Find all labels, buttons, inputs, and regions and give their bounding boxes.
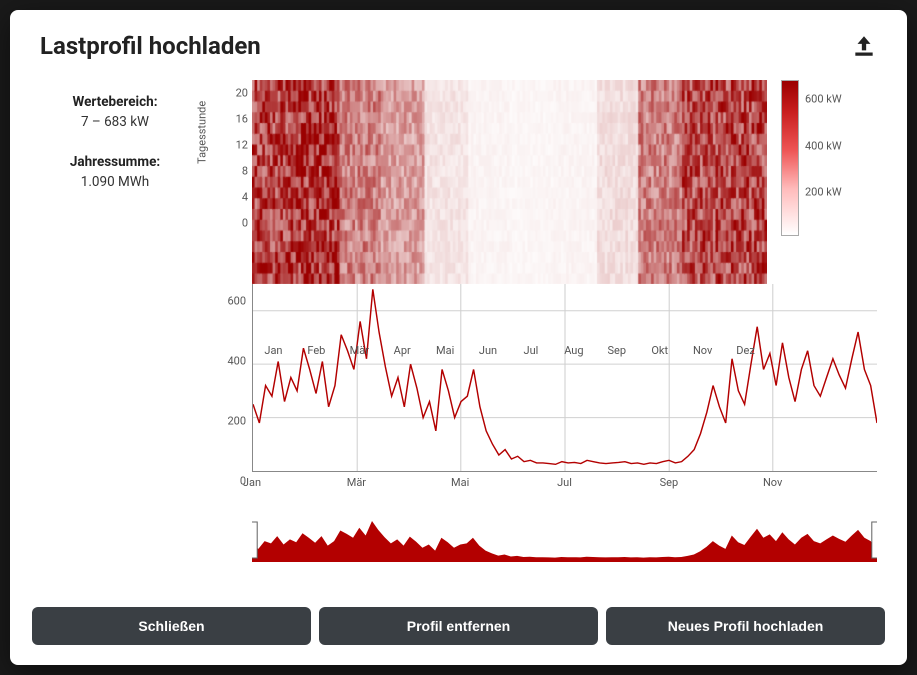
colorbar-gradient — [781, 80, 799, 236]
colorbar-tick: 600 kW — [805, 92, 842, 105]
range-handle[interactable] — [252, 522, 257, 558]
heatmap-y-axis: Tagesstunde 048121620 — [210, 80, 252, 260]
stats-column: Wertebereich: 7 – 683 kW Jahressumme: 1.… — [40, 80, 190, 591]
line-chart: 0200400600 JanMärMaiJulSepNov — [210, 284, 877, 494]
linechart-ytick: 600 — [227, 295, 246, 308]
upload-icon[interactable] — [851, 33, 877, 59]
heatmap-xtick: Apr — [394, 344, 411, 357]
linechart-xtick: Sep — [660, 476, 679, 489]
heatmap-xtick: Sep — [608, 344, 627, 357]
heatmap-ytick: 4 — [242, 191, 248, 204]
heatmap-xtick: Feb — [307, 344, 325, 357]
stat-range: Wertebereich: 7 – 683 kW — [40, 94, 190, 130]
remove-profile-button[interactable]: Profil entfernen — [319, 607, 598, 645]
linechart-xtick: Nov — [763, 476, 782, 489]
heatmap-xtick: Jan — [264, 344, 282, 357]
close-button[interactable]: Schließen — [32, 607, 311, 645]
colorbar-tick: 400 kW — [805, 139, 842, 152]
colorbar-tick: 200 kW — [805, 186, 842, 199]
upload-new-profile-button[interactable]: Neues Profil hochladen — [606, 607, 885, 645]
heatmap-xtick: Mai — [436, 344, 454, 357]
stat-sum: Jahressumme: 1.090 MWh — [40, 154, 190, 190]
heatmap-xtick: Nov — [693, 344, 712, 357]
stat-sum-label: Jahressumme: — [40, 154, 190, 170]
heatmap-xtick: Jun — [479, 344, 497, 357]
modal-body: Wertebereich: 7 – 683 kW Jahressumme: 1.… — [10, 70, 907, 591]
heatmap-xtick: Jul — [524, 344, 539, 357]
heatmap-colorbar: 600 kW 400 kW 200 kW — [781, 80, 877, 260]
modal-title: Lastprofil hochladen — [40, 32, 261, 60]
stat-range-value: 7 – 683 kW — [40, 114, 190, 130]
modal-header: Lastprofil hochladen — [10, 10, 907, 70]
range-slider[interactable] — [210, 518, 877, 562]
modal-footer: Schließen Profil entfernen Neues Profil … — [10, 591, 907, 665]
heatmap-xtick: Okt — [651, 344, 668, 357]
load-profile-modal: Lastprofil hochladen Wertebereich: 7 – 6… — [10, 10, 907, 665]
linechart-xtick: Jul — [557, 476, 572, 489]
linechart-ytick: 200 — [227, 415, 246, 428]
heatmap-ytick: 16 — [236, 113, 248, 126]
charts-column: Tagesstunde 048121620 JanFebMärAprMaiJun… — [210, 80, 877, 591]
linechart-xtick: Mai — [451, 476, 469, 489]
range-handle[interactable] — [872, 522, 877, 558]
heatmap-xtick: Dez — [736, 344, 755, 357]
linechart-x-axis: JanMärMaiJulSepNov — [252, 472, 877, 494]
heatmap-ytick: 12 — [236, 139, 248, 152]
heatmap-ytick: 8 — [242, 165, 248, 178]
heatmap-ytick: 0 — [242, 217, 248, 230]
heatmap-y-label: Tagesstunde — [196, 101, 209, 164]
linechart-xtick: Mär — [347, 476, 366, 489]
linechart-canvas — [252, 284, 877, 472]
stat-range-label: Wertebereich: — [40, 94, 190, 110]
linechart-ytick: 400 — [227, 355, 246, 368]
heatmap-chart: Tagesstunde 048121620 JanFebMärAprMaiJun… — [210, 80, 877, 260]
stat-sum-value: 1.090 MWh — [40, 174, 190, 190]
colorbar-ticks: 600 kW 400 kW 200 kW — [805, 80, 877, 236]
linechart-xtick: Jan — [243, 476, 261, 489]
linechart-y-axis: 0200400600 — [210, 284, 252, 494]
heatmap-ytick: 20 — [236, 87, 248, 100]
heatmap-xtick: Aug — [564, 344, 583, 357]
heatmap-xtick: Mär — [350, 344, 369, 357]
